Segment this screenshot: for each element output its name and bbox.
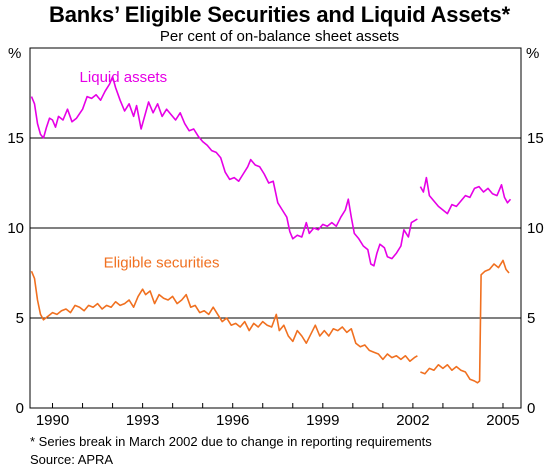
y-tick-label-right-0: 0 [527,400,535,417]
source-note: Source: APRA [30,452,114,467]
series-line-liquid-assets-segment-2 [419,176,512,215]
chart-subtitle: Per cent of on-balance sheet assets [159,28,400,45]
x-tick-label-2002: 2002 [396,412,429,429]
series-label-liquid-assets: Liquid assets [80,69,168,86]
y-axis-unit-right: % [526,45,540,62]
y-tick-label-left-0: 0 [16,400,24,417]
plot-frame [29,47,522,409]
y-tick-label-left-15: 15 [7,130,24,147]
x-tick-label-1990: 1990 [36,412,69,429]
y-tick-label-right-10: 10 [527,220,544,237]
series-line-eligible-securities-segment-1 [30,270,418,362]
y-tick-label-right-15: 15 [527,130,544,147]
x-tick-label-1996: 1996 [216,412,249,429]
y-tick-label-right-5: 5 [527,310,535,327]
y-tick-label-left-5: 5 [16,310,24,327]
series-line-eligible-securities-segment-2 [420,259,510,384]
y-axis-unit-left: % [8,45,22,62]
series-line-liquid-assets-segment-1 [30,76,418,267]
chart-title: Banks’ Eligible Securities and Liquid As… [49,2,510,27]
x-tick-label-1993: 1993 [126,412,159,429]
x-tick-label-2005: 2005 [486,412,519,429]
x-tick-label-1999: 1999 [306,412,339,429]
series-label-eligible-securities: Eligible securities [104,255,220,272]
footnote: * Series break in March 2002 due to chan… [30,434,432,449]
y-tick-label-left-10: 10 [7,220,24,237]
